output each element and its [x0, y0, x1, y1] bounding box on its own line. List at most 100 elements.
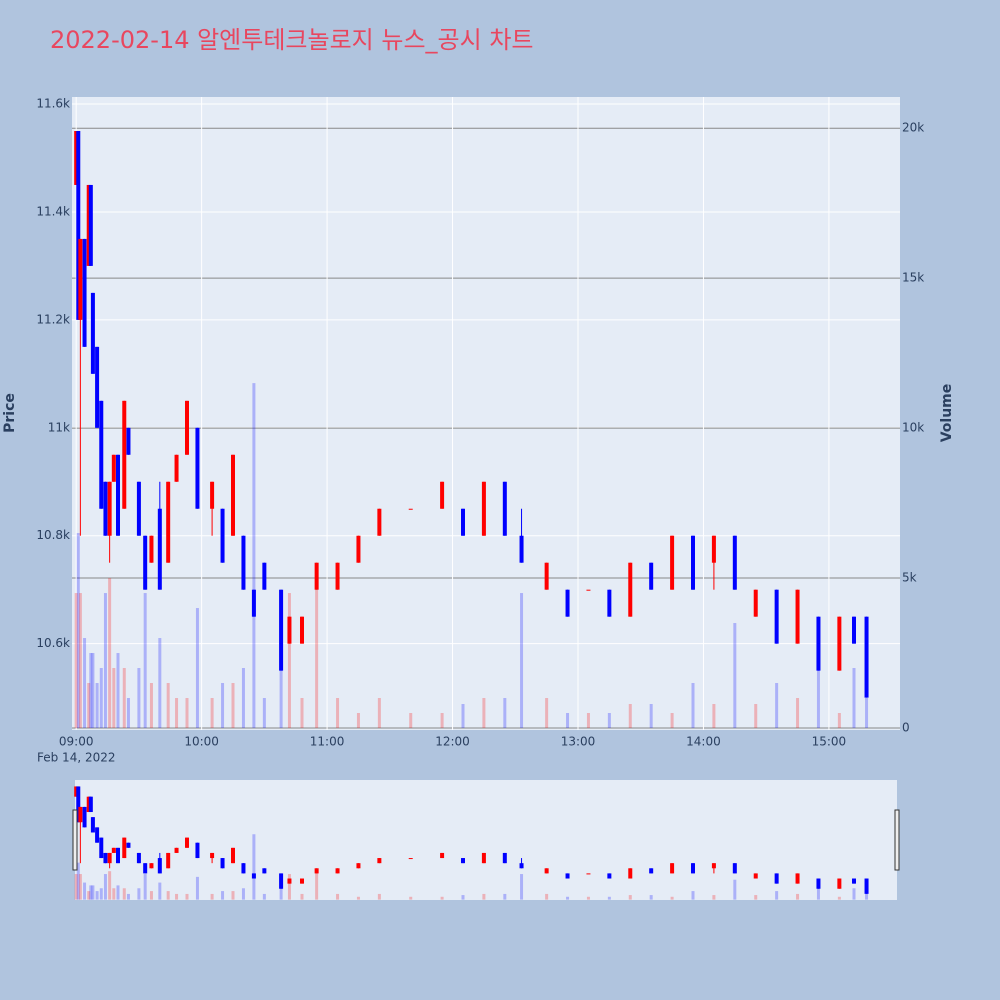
- volume-bar: [137, 668, 141, 728]
- mini-candle-body: [88, 796, 93, 813]
- mini-candle-body: [220, 858, 225, 869]
- y-tick-label: 10.6k: [36, 636, 70, 650]
- mini-volume-bar: [83, 882, 87, 900]
- mini-candle-body: [670, 863, 675, 874]
- volume-bar: [116, 653, 120, 728]
- candle-body: [691, 535, 695, 590]
- candle-body: [251, 589, 256, 617]
- mini-volume-bar: [816, 879, 820, 900]
- mini-candle-body: [753, 873, 758, 879]
- volume-bar: [231, 683, 235, 728]
- volume-bar: [287, 593, 291, 728]
- candle-body: [864, 616, 869, 698]
- y-tick-label: 11.4k: [36, 204, 70, 218]
- mini-candle-body: [107, 852, 112, 864]
- mini-volume-bar: [210, 893, 214, 900]
- mini-candle-body: [116, 847, 120, 864]
- mini-volume-bar: [503, 893, 507, 900]
- mini-candle-body: [122, 837, 127, 859]
- mini-volume-bar: [336, 893, 340, 900]
- mini-volume-bar: [356, 896, 360, 900]
- mini-candle-body: [76, 786, 81, 823]
- volume-bar: [95, 683, 99, 728]
- mini-volume-bar: [143, 874, 147, 900]
- candle-body: [519, 535, 524, 563]
- candle-body: [195, 427, 200, 509]
- plot-area: [72, 97, 900, 730]
- mini-volume-bar: [315, 871, 319, 900]
- candle-body: [210, 481, 215, 509]
- mini-volume-bar: [149, 891, 153, 900]
- volume-bar: [440, 712, 444, 728]
- y-axis-title: Price: [2, 393, 18, 433]
- volume-bar: [377, 698, 381, 728]
- volume-bar: [356, 712, 360, 728]
- candle-body: [753, 589, 758, 617]
- y2-tick-label: 10k: [902, 421, 924, 435]
- mini-candle-body: [377, 858, 382, 864]
- candle-body: [103, 481, 108, 536]
- candle-body: [649, 562, 654, 590]
- mini-candle-body: [519, 863, 524, 869]
- volume-bar: [852, 668, 856, 728]
- volume-bar: [83, 638, 87, 728]
- volume-bar: [691, 683, 695, 728]
- candle-body: [86, 184, 91, 266]
- volume-bar: [520, 593, 524, 728]
- volume-bar: [315, 578, 319, 728]
- mini-candle-body: [852, 878, 856, 884]
- candle-body: [440, 481, 445, 509]
- candle-body: [241, 535, 246, 590]
- mini-volume-bar: [712, 895, 716, 900]
- mini-candle-body: [586, 873, 591, 875]
- mini-volume-bar: [628, 895, 632, 900]
- candle-body: [99, 400, 104, 509]
- candle-body: [262, 562, 267, 590]
- mini-candle-body: [732, 863, 737, 874]
- candle-body: [670, 535, 675, 590]
- volume-bar: [112, 668, 116, 728]
- mini-candle-body: [143, 863, 148, 874]
- mini-volume-bar: [74, 874, 78, 900]
- x-tick-label: 15:00: [812, 735, 847, 749]
- volume-bar: [545, 698, 549, 728]
- mini-volume-bar: [158, 882, 162, 900]
- volume-bar: [409, 712, 413, 728]
- candle-body: [166, 481, 171, 563]
- y-tick-label: 10.8k: [36, 528, 70, 542]
- mini-volume-bar: [852, 888, 856, 900]
- volume-bar: [195, 608, 199, 728]
- mini-volume-bar: [221, 891, 225, 900]
- candle-body: [852, 616, 856, 644]
- candle-body: [586, 589, 591, 591]
- mini-volume-bar: [185, 893, 189, 900]
- candle-body: [279, 589, 284, 671]
- range-handle: [72, 809, 78, 871]
- y2-tick-label: 5k: [902, 571, 917, 585]
- volume-bar: [262, 698, 266, 728]
- volume-bar: [816, 623, 820, 728]
- volume-bar: [221, 683, 225, 728]
- candle-body: [122, 400, 127, 509]
- volume-bar: [149, 683, 153, 728]
- mini-volume-bar: [607, 896, 611, 900]
- volume-bar: [103, 593, 107, 728]
- mini-candle-body: [111, 847, 116, 853]
- mini-candle-body: [157, 858, 162, 874]
- range-handle: [894, 809, 900, 871]
- mini-candle-body: [174, 847, 179, 853]
- mini-volume-bar: [586, 896, 590, 900]
- mini-candle-body: [195, 842, 200, 859]
- mini-volume-bar: [122, 888, 126, 900]
- volume-bar: [78, 593, 82, 728]
- mini-volume-bar: [166, 891, 170, 900]
- mini-candle-body: [99, 837, 104, 859]
- mini-volume-bar: [287, 874, 291, 900]
- mini-candle-body: [136, 852, 141, 864]
- candle-body: [90, 292, 95, 374]
- mini-candle-body: [78, 806, 83, 823]
- candle-body: [287, 616, 292, 644]
- mini-volume-bar: [837, 896, 841, 900]
- candle-body: [816, 616, 821, 671]
